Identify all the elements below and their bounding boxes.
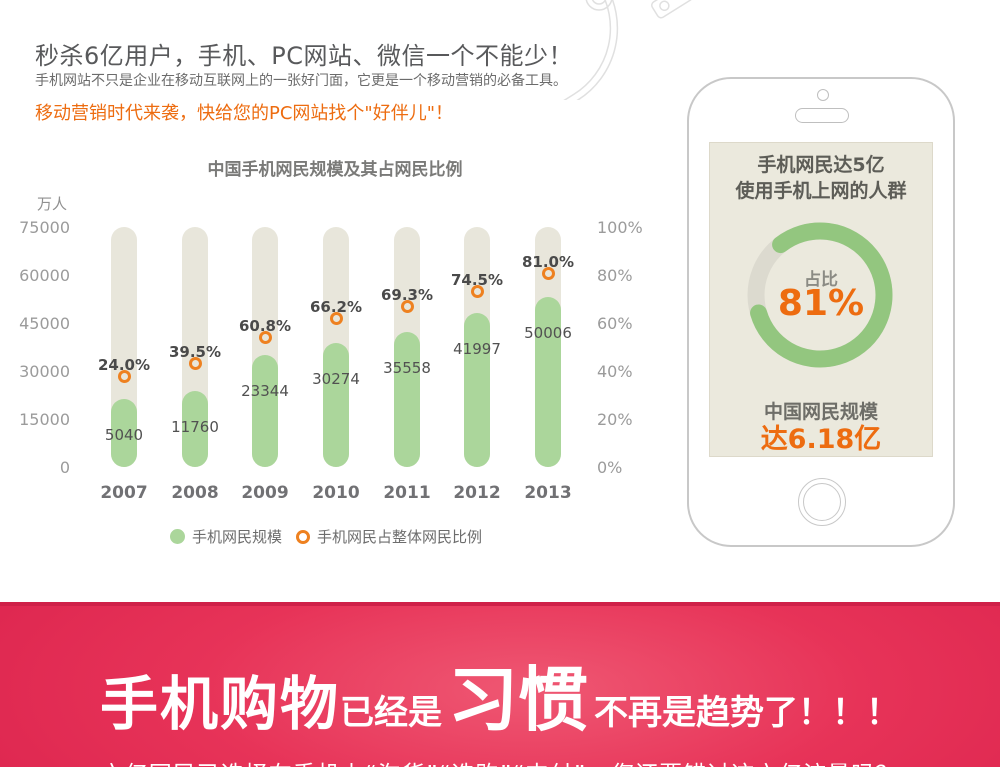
bar-mobile-netizens [111, 399, 137, 467]
legend-item-mobile-netizens: 手机网民规模 [170, 526, 282, 547]
phone-illustration: 手机网民达5亿 使用手机上网的人群 占比 81% 中国网民规模 达6.18亿 [687, 77, 955, 547]
bar-value-label: 11760 [171, 418, 219, 436]
y-axis-tick-label: 75000 [19, 218, 70, 237]
y-axis-tick-label: 45000 [19, 314, 70, 333]
banner-subline: 六亿网民已选择在手机上“淘货”“选购”“支付”...您还要错过这六亿流量吗？ [0, 755, 1000, 767]
pct-marker-icon [470, 284, 484, 298]
pct-label: 60.8% [238, 317, 292, 335]
green-dot-icon [170, 529, 185, 544]
home-button-icon [798, 478, 846, 526]
bar-mobile-netizens [323, 343, 349, 467]
promo-line: 移动营销时代来袭，快给您的PC网站找个"好伴儿"！ [35, 103, 453, 124]
bar-mobile-netizens [182, 391, 208, 467]
y-axis-unit-label: 万人 [37, 195, 68, 213]
bar-mobile-netizens [464, 313, 490, 467]
x-axis-tick-label: 2008 [171, 483, 219, 503]
x-axis-tick-label: 2009 [241, 483, 289, 503]
y-axis-tick-label: 60000 [19, 266, 70, 285]
legend-label: 手机网民占整体网民比例 [317, 528, 483, 546]
x-axis-tick-label: 2011 [383, 483, 431, 503]
chart-title: 中国手机网民规模及其占网民比例 [207, 160, 463, 180]
pct-marker-icon [541, 266, 555, 280]
bar-value-label: 41997 [453, 340, 501, 358]
page-title: 秒杀6亿用户，手机、PC网站、微信一个不能少！ [35, 42, 573, 70]
phone-screen: 手机网民达5亿 使用手机上网的人群 占比 81% 中国网民规模 达6.18亿 [709, 142, 933, 457]
y-axis-tick-label: 0 [59, 458, 70, 477]
banner-big-text-1: 手机购物 [99, 670, 340, 738]
page-subtitle: 手机网站不只是企业在移动互联网上的一张好门面，它更是一个移动营销的必备工具。 [35, 73, 567, 89]
chart-legend: 手机网民规模 手机网民占整体网民比例 [170, 526, 530, 547]
legend-label: 手机网民规模 [192, 528, 283, 546]
right-axis-tick-label: 0% [597, 458, 623, 477]
pct-marker-icon [188, 356, 202, 370]
bar-mobile-netizens [252, 355, 278, 467]
pct-label: 24.0% [97, 356, 151, 374]
chart: 75000 100% 60000 80% 45000 60% 30000 40% 15000 20… [19, 218, 643, 503]
donut-label: 占比 [804, 270, 838, 290]
banner-headline: 手机购物 已经是 习惯 不再是趋势了！！！ [0, 644, 1000, 745]
donut-chart [747, 222, 893, 368]
camera-icon [585, 0, 613, 11]
bar-value-label: 50006 [524, 324, 572, 342]
bar-value-label: 23344 [241, 382, 289, 400]
banner-big-text-2: 习惯 [448, 659, 588, 741]
pct-marker-icon [258, 330, 272, 344]
camera-icon [817, 89, 829, 101]
right-axis-tick-label: 60% [597, 314, 633, 333]
pct-label: 39.5% [168, 343, 222, 361]
x-axis-tick-label: 2013 [524, 483, 572, 503]
pct-marker-icon [400, 299, 414, 313]
bar-value-label: 35558 [383, 359, 431, 377]
speaker-icon [795, 108, 849, 123]
pct-marker-icon [329, 311, 343, 325]
right-axis-tick-label: 100% [597, 218, 643, 237]
right-axis-tick-label: 20% [597, 410, 633, 429]
pct-marker-icon [117, 369, 131, 383]
pct-label: 66.2% [309, 298, 363, 316]
pct-label: 81.0% [521, 253, 575, 271]
bar-value-label: 30274 [312, 370, 360, 388]
x-axis-tick-label: 2007 [100, 483, 148, 503]
pct-label: 69.3% [380, 286, 434, 304]
y-axis-tick-label: 15000 [19, 410, 70, 429]
screen-heading-line1: 手机网民达5亿 [757, 154, 885, 176]
tilted-phone-decoration [0, 0, 693, 100]
bar-value-label: 5040 [104, 426, 144, 444]
bar-mobile-netizens [535, 297, 561, 467]
screen-heading: 手机网民达5亿 使用手机上网的人群 [710, 152, 932, 204]
right-axis-tick-label: 80% [597, 266, 633, 285]
bar-mobile-netizens [394, 332, 420, 467]
screen-footer-line2: 达6.18亿 [760, 424, 882, 455]
right-axis-tick-label: 40% [597, 362, 633, 381]
x-axis-tick-label: 2010 [312, 483, 360, 503]
screen-footer-line1: 中国网民规模 [763, 401, 878, 423]
screen-heading-line2: 使用手机上网的人群 [735, 180, 907, 202]
banner-mid-text-2: 不再是趋势了！！！ [594, 693, 900, 733]
x-axis-tick-label: 2012 [453, 483, 501, 503]
bottom-banner: 手机购物 已经是 习惯 不再是趋势了！！！ 六亿网民已选择在手机上“淘货”“选购… [0, 602, 1000, 767]
legend-item-pct: 手机网民占整体网民比例 [296, 526, 482, 547]
donut-percentage: 81% [777, 283, 865, 324]
banner-mid-text-1: 已经是 [340, 693, 442, 733]
y-axis-tick-label: 30000 [19, 362, 70, 381]
orange-ring-icon [296, 529, 311, 544]
pct-label: 74.5% [450, 271, 504, 289]
